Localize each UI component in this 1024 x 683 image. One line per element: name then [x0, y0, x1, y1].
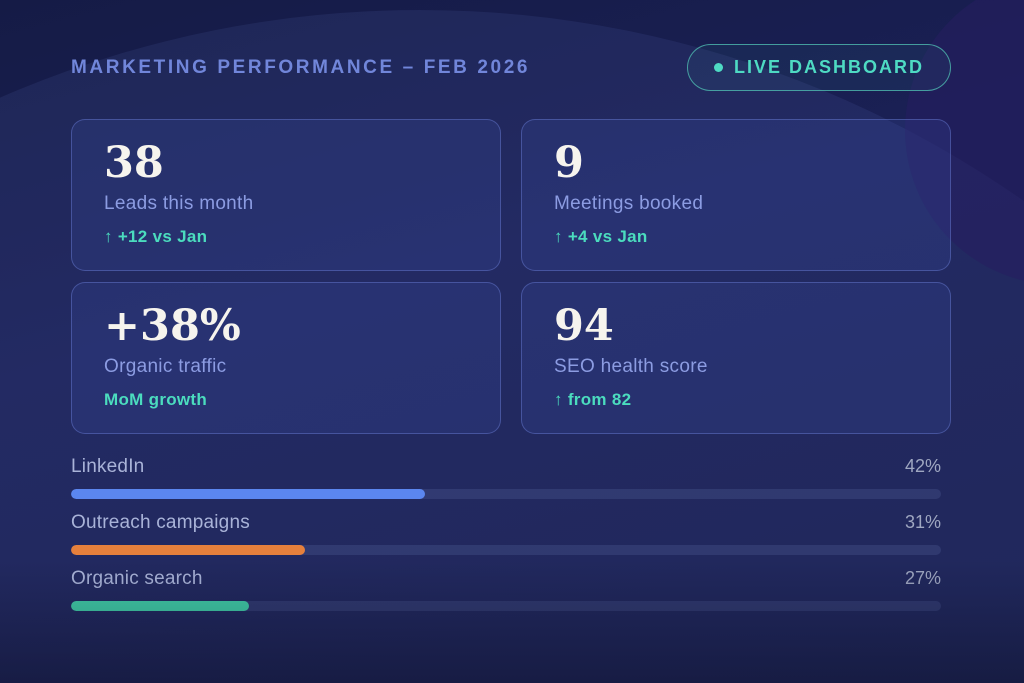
- card-value: +38%: [104, 301, 241, 351]
- channel-percent: 27%: [904, 568, 941, 588]
- card-delta: ↑ from 82: [554, 390, 632, 410]
- channel-head: Organic search 27%: [71, 568, 941, 590]
- channel-percent: 42%: [904, 456, 941, 476]
- progress-track: [71, 601, 941, 611]
- channel-label: LinkedIn: [71, 456, 145, 477]
- progress-fill: [71, 545, 306, 555]
- live-dashboard-badge[interactable]: LIVE DASHBOARD: [686, 44, 951, 91]
- card-leads: 38 Leads this month ↑ +12 vs Jan: [71, 119, 501, 271]
- card-seo-score: 94 SEO health score ↑ from 82: [521, 282, 951, 434]
- page-title: MARKETING PERFORMANCE – FEB 2026: [71, 56, 531, 78]
- card-meetings: 9 Meetings booked ↑ +4 vs Jan: [521, 119, 951, 271]
- card-label: Leads this month: [104, 193, 254, 215]
- live-dot-icon: [713, 63, 723, 72]
- card-value: 38: [104, 138, 164, 188]
- channel-head: LinkedIn 42%: [71, 456, 941, 478]
- channel-bars: LinkedIn 42% Outreach campaigns 31% Or: [71, 456, 941, 611]
- dashboard-content: MARKETING PERFORMANCE – FEB 2026 LIVE DA…: [71, 0, 951, 624]
- channel-linkedin: LinkedIn 42%: [71, 456, 941, 499]
- card-label: Meetings booked: [554, 193, 704, 215]
- progress-fill: [71, 489, 426, 499]
- card-label: SEO health score: [554, 356, 708, 378]
- header: MARKETING PERFORMANCE – FEB 2026 LIVE DA…: [71, 44, 951, 91]
- card-delta: ↑ +4 vs Jan: [554, 227, 648, 247]
- card-label: Organic traffic: [104, 356, 227, 378]
- channel-organic-search: Organic search 27%: [71, 568, 941, 611]
- bg-glow-circle: [0, 10, 1024, 683]
- card-delta: ↑ +12 vs Jan: [104, 227, 208, 247]
- channel-head: Outreach campaigns 31%: [71, 512, 941, 534]
- live-badge-label: LIVE DASHBOARD: [733, 57, 924, 77]
- progress-fill: [71, 601, 250, 611]
- card-organic-traffic: +38% Organic traffic MoM growth: [71, 282, 501, 434]
- channel-label: Organic search: [71, 568, 203, 589]
- stat-cards: 38 Leads this month ↑ +12 vs Jan 9 Meeti…: [71, 119, 951, 434]
- progress-track: [71, 545, 941, 555]
- card-delta: MoM growth: [104, 390, 208, 410]
- card-value: 9: [554, 138, 584, 188]
- channel-label: Outreach campaigns: [71, 512, 250, 533]
- card-value: 94: [554, 301, 614, 351]
- channel-outreach: Outreach campaigns 31%: [71, 512, 941, 555]
- channel-percent: 31%: [904, 512, 941, 532]
- progress-track: [71, 489, 941, 499]
